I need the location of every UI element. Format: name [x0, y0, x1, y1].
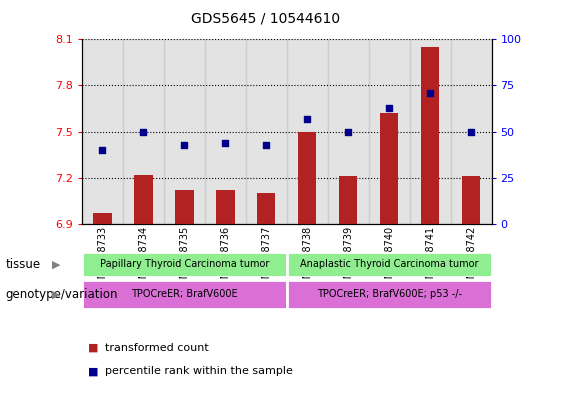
Bar [246, 39, 287, 224]
Bar [216, 190, 234, 224]
Point [262, 141, 271, 148]
Bar [369, 39, 410, 224]
Bar [298, 132, 316, 224]
Point [221, 140, 230, 146]
Point [385, 105, 394, 111]
Text: ■: ■ [88, 366, 98, 376]
Bar [257, 193, 276, 224]
Bar [123, 39, 164, 224]
Text: ▶: ▶ [52, 289, 61, 299]
Bar [175, 190, 194, 224]
Point [344, 129, 353, 135]
Text: percentile rank within the sample: percentile rank within the sample [105, 366, 293, 376]
Point [98, 147, 107, 153]
Bar [82, 39, 123, 224]
Bar [380, 113, 398, 224]
Bar [328, 39, 369, 224]
Bar [82, 280, 287, 309]
Text: ▶: ▶ [52, 259, 61, 269]
Bar [205, 39, 246, 224]
Bar [339, 176, 358, 224]
Text: Anaplastic Thyroid Carcinoma tumor: Anaplastic Thyroid Carcinoma tumor [300, 259, 479, 269]
Text: ■: ■ [88, 343, 98, 353]
Point [139, 129, 148, 135]
Text: Papillary Thyroid Carcinoma tumor: Papillary Thyroid Carcinoma tumor [99, 259, 269, 269]
Bar [421, 47, 440, 224]
Bar [134, 175, 153, 224]
Bar [410, 39, 451, 224]
Point [425, 90, 434, 96]
Bar [451, 39, 492, 224]
Text: tissue: tissue [6, 258, 41, 271]
Point [303, 116, 312, 122]
Bar [93, 213, 112, 224]
Point [180, 141, 189, 148]
Bar [462, 176, 480, 224]
Bar [164, 39, 205, 224]
Text: GDS5645 / 10544610: GDS5645 / 10544610 [191, 12, 340, 26]
Text: transformed count: transformed count [105, 343, 208, 353]
Bar [287, 252, 492, 277]
Bar [287, 39, 328, 224]
Point [467, 129, 476, 135]
Bar [287, 280, 492, 309]
Text: TPOCreER; BrafV600E; p53 -/-: TPOCreER; BrafV600E; p53 -/- [316, 289, 462, 299]
Text: genotype/variation: genotype/variation [6, 288, 118, 301]
Bar [82, 252, 287, 277]
Text: TPOCreER; BrafV600E: TPOCreER; BrafV600E [131, 289, 238, 299]
